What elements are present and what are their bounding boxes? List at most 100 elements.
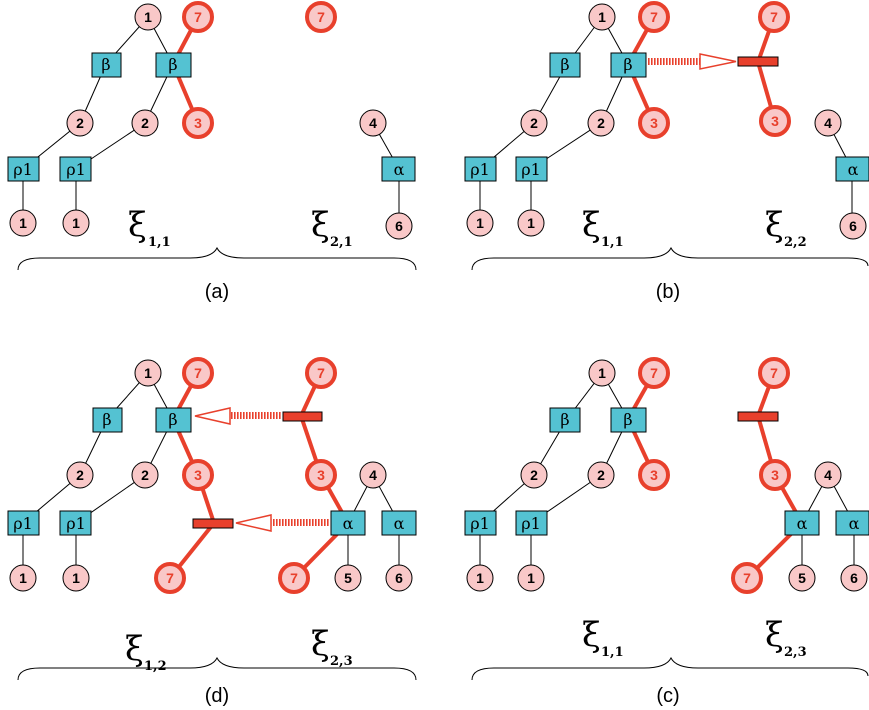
node-label: 1	[72, 215, 80, 231]
node-label: 4	[824, 115, 832, 131]
panel-d: β β ρ1 ρ1 α α 1 2 2 1 1 7 3 7 7 3 7 4	[7, 357, 417, 707]
split-bar	[192, 518, 234, 529]
node	[788, 564, 816, 592]
xi-subscript: 1,1	[601, 645, 624, 660]
node-red	[758, 1, 790, 33]
node-label: 1	[72, 570, 80, 586]
node-label: 4	[824, 467, 832, 483]
node	[385, 564, 413, 592]
box-label: ρ1	[66, 514, 86, 533]
box-rho1	[464, 156, 497, 182]
box-beta	[549, 407, 581, 433]
node-label: 2	[141, 115, 149, 131]
box-label: ρ1	[470, 160, 490, 179]
xi-subscript: 2,1	[330, 235, 353, 250]
node-red	[638, 459, 670, 491]
box-label: ρ1	[470, 514, 490, 533]
node-red	[154, 562, 186, 594]
node-label: 1	[19, 215, 27, 231]
node-label: 7	[743, 570, 751, 586]
xi-symbol: ξ	[125, 629, 144, 669]
box-label: β	[560, 55, 569, 74]
panel-caption: (c)	[656, 685, 679, 707]
node-red	[305, 459, 337, 491]
box-label: ρ1	[66, 160, 86, 179]
node-label: 7	[290, 570, 298, 586]
xi-symbol: ξ	[311, 205, 330, 245]
box-beta	[610, 407, 647, 433]
xi-subscript: 1,2	[144, 659, 167, 674]
xi-symbol: ξ	[582, 615, 601, 655]
node-label: 6	[849, 218, 857, 234]
node	[334, 564, 362, 592]
node-label: 7	[194, 9, 202, 25]
brace	[17, 656, 417, 681]
node-red	[638, 1, 670, 33]
xi-subscript: 1,1	[148, 235, 171, 250]
node	[587, 109, 615, 137]
panel-caption: (b)	[656, 281, 680, 303]
box-rho1	[59, 510, 92, 536]
node-red	[305, 1, 337, 33]
box-label: β	[623, 410, 632, 429]
xi-subscript: 2,3	[330, 654, 353, 669]
xi-subscript: 1,1	[601, 235, 624, 250]
box-rho1	[515, 510, 548, 536]
node-red	[182, 1, 214, 33]
node-label: 3	[650, 115, 658, 131]
xi-symbol: ξ	[582, 205, 601, 245]
node-label: 5	[344, 570, 352, 586]
box-label: β	[623, 55, 632, 74]
node-label: 6	[850, 570, 858, 586]
node	[466, 564, 494, 592]
node-label: 7	[650, 365, 658, 381]
node-red	[182, 459, 214, 491]
xi-symbol: ξ	[765, 205, 784, 245]
arrow-shaft	[230, 412, 282, 419]
brace	[17, 246, 417, 271]
node	[66, 109, 94, 137]
node-label: 7	[770, 9, 778, 25]
node-label: 2	[76, 467, 84, 483]
box-alpha	[381, 510, 417, 536]
node-red	[638, 107, 670, 139]
node-label: 3	[771, 113, 779, 129]
box-label: β	[168, 410, 177, 429]
arrow-head	[194, 407, 231, 425]
box-beta	[155, 407, 192, 433]
node	[587, 461, 615, 489]
node-label: 2	[597, 115, 605, 131]
box-alpha	[330, 510, 366, 536]
panel-b: β β ρ1 ρ1 α 1 2 2 1 1 7 3 7 3 4 6 ξ 1,1 …	[464, 1, 869, 303]
node-red	[182, 357, 214, 389]
node-label: 3	[194, 115, 202, 131]
node	[359, 109, 387, 137]
node-red	[759, 105, 791, 137]
node-label: 1	[144, 365, 152, 381]
node	[520, 109, 548, 137]
xi-symbol: ξ	[765, 615, 784, 655]
panel-caption: (a)	[205, 281, 229, 303]
split-bar	[737, 56, 779, 67]
node	[9, 564, 37, 592]
box-beta	[91, 52, 122, 78]
node-label: 7	[650, 9, 658, 25]
xi-subscript: 2,3	[784, 645, 807, 660]
node	[134, 359, 162, 387]
box-label: α	[394, 514, 405, 533]
node-label: 7	[317, 365, 325, 381]
node	[385, 212, 413, 240]
node-label: 6	[395, 218, 403, 234]
node	[62, 209, 90, 237]
box-alpha	[835, 156, 869, 182]
node-label: 7	[770, 365, 778, 381]
box-label: β	[102, 410, 111, 429]
panel-caption: (d)	[205, 685, 229, 707]
box-label: α	[848, 160, 859, 179]
box-label: α	[849, 514, 860, 533]
node-label: 7	[317, 9, 325, 25]
node-label: 1	[476, 215, 484, 231]
node	[9, 209, 37, 237]
box-label: α	[343, 514, 354, 533]
